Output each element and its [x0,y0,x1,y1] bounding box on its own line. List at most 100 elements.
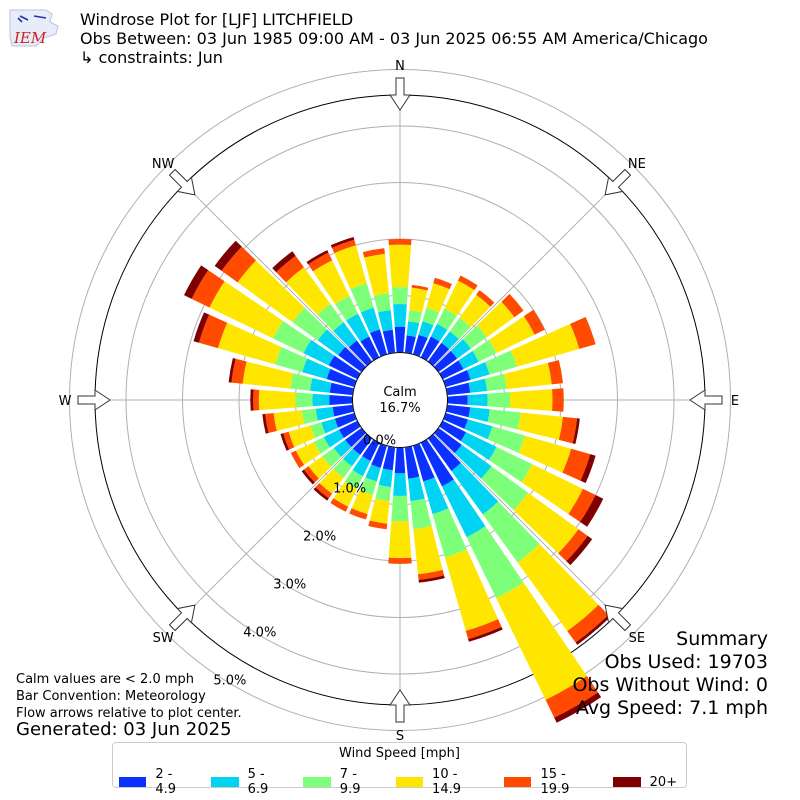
windrose-bar [375,484,392,502]
legend-item: 15 - 19.9 [504,767,597,797]
chart-labels: N NE E SE S SW W NW 0.0% 1.0% 2.0% 3.0% 4.0% 5.0% Calm… [59,59,740,744]
windrose-bar [443,370,471,387]
radial-tick-label: 2.0% [303,530,336,545]
windrose-bar [518,435,572,473]
logo-text: IEM [13,29,47,47]
windrose-bar [262,413,269,434]
windrose-bar [313,437,330,454]
windrose-bar [450,339,471,359]
windrose-bar [365,464,381,482]
windrose-bar [303,339,335,366]
legend-swatch [395,777,424,787]
windrose-bar [580,495,604,527]
legend-item: 2 - 4.9 [119,767,196,797]
legend-label: 10 - 14.9 [432,767,461,797]
windrose-bar [409,287,428,313]
windrose-bar [410,498,432,530]
windrose-bar [393,473,407,497]
windrose-bar [317,329,346,356]
legend-swatch [504,777,532,787]
windrose-bar [391,495,409,522]
grid-spoke [183,433,367,617]
windrose-bar [332,404,354,417]
compass-arrow-icon [689,389,723,411]
windrose-bar [280,433,290,451]
windrose-bar [331,239,356,254]
windrose-bars [184,237,611,723]
windrose-bar [377,310,393,332]
windrose-bar [487,409,521,430]
compass-label: NW [152,157,175,172]
calm-value: 16.7% [379,401,420,416]
grid-circle [69,69,731,731]
windrose-bar [272,320,312,354]
windrose-bar [237,260,305,323]
compass-arrow-icon [604,168,632,196]
grid-spoke [433,183,617,367]
windrose-bar [313,487,329,501]
windrose-bar [568,488,596,522]
windrose-bar [570,316,596,349]
windrose-bar [423,477,449,515]
windrose-bar [329,394,353,406]
windrose-bar [444,549,499,631]
windrose-bar [371,443,387,468]
windrose-bar [509,389,553,411]
windrose-bar [292,307,327,341]
windrose-bar [333,458,352,478]
windrose-bar [295,392,313,408]
windrose-bar [321,418,339,434]
windrose-bar [319,468,344,494]
legend-label: 2 - 4.9 [155,767,177,797]
windrose-bar [513,492,579,554]
page-title: Windrose Plot for [LJF] LITCHFIELD [80,10,354,29]
windrose-bar [430,323,448,342]
windrose-bar [457,275,478,291]
compass-arrow-icon [389,689,411,723]
windrose-bar [378,468,393,488]
windrose-bar [439,360,464,380]
windrose-bar [510,323,580,367]
windrose-bar [333,439,352,457]
polar-grid [69,69,731,731]
avg-speed: Avg Speed: 7.1 mph [575,697,768,719]
windrose-bar [326,368,357,387]
legend-title: Wind Speed [mph] [339,746,460,761]
windrose-bar [362,439,380,461]
windrose-bar [547,360,563,385]
windrose-bar [193,312,210,343]
windrose-bar [310,377,332,393]
windrose-bar [346,313,370,342]
windrose-bar [198,314,228,349]
compass-arrow-icon [168,168,196,196]
windrose-bar [339,420,361,438]
windrose-bar [418,321,434,339]
windrose-bar [487,392,511,408]
windrose-bar [545,676,598,718]
windrose-bar [558,529,588,562]
summary-panel: Summary Obs Used: 19703 Obs Without Wind… [572,628,768,720]
windrose-bar [482,501,540,563]
windrose-bar [488,446,533,483]
windrose-bar [359,477,377,496]
compass-arrow-icon [604,604,632,632]
windrose-bar [323,429,344,448]
windrose-bar [441,479,486,538]
windrose-bar [433,277,452,290]
windrose-bar [343,448,361,467]
windrose-bar [467,393,488,407]
grid-spoke [433,433,617,617]
windrose-bar [288,425,315,448]
windrose-bar [434,428,462,454]
windrose-bar [191,270,225,308]
legend-label: 15 - 19.9 [540,767,570,797]
windrose-bar [214,240,242,271]
windrose-bar [258,389,296,411]
windrose-bar [308,456,332,479]
windrose-bar [382,329,396,354]
windrose-bar [329,382,354,396]
windrose-bar [394,447,406,474]
windrose-bar [447,395,468,405]
windrose-bar [310,422,326,439]
